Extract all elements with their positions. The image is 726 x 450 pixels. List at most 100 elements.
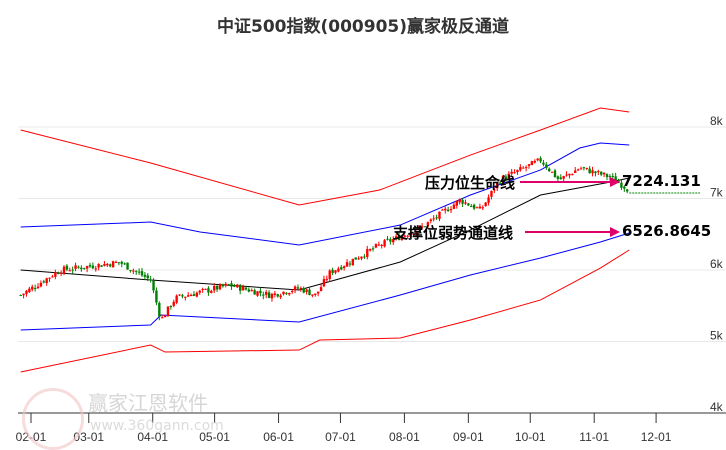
candle-body xyxy=(233,285,236,287)
candle-body xyxy=(45,278,48,284)
candle-body xyxy=(435,217,438,219)
candle-body xyxy=(556,176,560,179)
candle-body xyxy=(475,207,479,209)
y-tick-label: 6k xyxy=(710,257,724,271)
candle-body xyxy=(135,270,138,272)
candle-body xyxy=(325,278,329,280)
candle-body xyxy=(467,203,470,206)
candle-body xyxy=(290,290,294,293)
x-tick-label: 03-01 xyxy=(73,430,104,444)
candle-body xyxy=(340,267,343,270)
candle-body xyxy=(163,315,167,318)
candle-body xyxy=(65,265,69,270)
candle-body xyxy=(267,292,271,298)
candle-body xyxy=(351,258,355,266)
candle-body xyxy=(571,174,574,176)
candle-body xyxy=(288,292,291,295)
candle-body xyxy=(392,239,395,243)
candle-body xyxy=(446,209,450,212)
candle-body xyxy=(224,283,227,286)
candle-body xyxy=(39,282,43,287)
x-tick-label: 07-01 xyxy=(325,430,356,444)
candle-body xyxy=(363,256,366,258)
candle-body xyxy=(238,285,242,291)
candle-body xyxy=(620,182,623,188)
candle-body xyxy=(548,168,551,172)
candle-body xyxy=(316,291,320,294)
candle-body xyxy=(426,222,430,227)
candle-body xyxy=(48,277,51,279)
candle-body xyxy=(626,189,629,192)
band-upper-blue xyxy=(20,142,630,246)
candle-body xyxy=(487,197,490,203)
candle-body xyxy=(597,171,600,173)
candle-body xyxy=(490,190,493,197)
candle-body xyxy=(444,208,447,211)
x-tick-label: 04-01 xyxy=(137,430,168,444)
candle-body xyxy=(542,162,545,165)
candle-body xyxy=(161,317,164,319)
candle-body xyxy=(565,174,568,176)
candle-body xyxy=(334,270,337,273)
candle-body xyxy=(602,172,606,175)
candle-body xyxy=(111,261,115,268)
candle-body xyxy=(273,293,277,295)
candle-body xyxy=(472,204,476,209)
candle-body xyxy=(576,169,580,171)
x-tick-label: 10-01 xyxy=(515,430,546,444)
candle-body xyxy=(574,170,577,173)
candle-body xyxy=(198,290,201,293)
candle-body xyxy=(501,175,505,183)
candle-body xyxy=(169,306,173,308)
candle-body xyxy=(591,170,594,174)
support-value: 6526.8645 xyxy=(622,222,712,240)
candle-body xyxy=(536,158,539,161)
candle-body xyxy=(91,265,95,269)
candle-body xyxy=(345,262,349,267)
candle-body xyxy=(484,202,487,207)
candle-body xyxy=(588,168,591,174)
resistance-arrow-head xyxy=(610,177,620,187)
candle-body xyxy=(400,236,404,241)
candle-body xyxy=(394,236,398,239)
candle-body xyxy=(126,262,129,270)
candle-body xyxy=(140,271,144,276)
candle-body xyxy=(68,270,71,272)
candle-body xyxy=(481,207,484,209)
resistance-value: 7224.131 xyxy=(622,172,701,190)
candle-body xyxy=(380,244,383,246)
candle-body xyxy=(409,233,412,237)
candle-body xyxy=(533,160,536,163)
candle-body xyxy=(109,264,112,267)
candle-body xyxy=(57,273,60,275)
candle-body xyxy=(420,226,424,228)
candle-body xyxy=(227,284,230,286)
candle-body xyxy=(342,266,346,269)
y-tick-label: 4k xyxy=(710,400,724,414)
candle-body xyxy=(550,171,554,173)
candle-body xyxy=(80,267,83,270)
candle-body xyxy=(368,249,372,251)
candle-body xyxy=(299,287,303,289)
x-tick-label: 06-01 xyxy=(263,430,294,444)
candle-body xyxy=(530,161,534,166)
candle-body xyxy=(522,167,525,169)
candle-body xyxy=(507,173,510,179)
candle-body xyxy=(85,266,89,269)
candle-body xyxy=(42,281,45,283)
candle-body xyxy=(478,206,482,209)
x-tick-label: 12-01 xyxy=(641,430,672,444)
candle-body xyxy=(175,295,178,303)
candle-body xyxy=(120,261,123,264)
candle-body xyxy=(458,199,461,203)
candle-body xyxy=(230,283,233,287)
candle-body xyxy=(83,267,86,269)
candle-body xyxy=(262,294,265,296)
candle-body xyxy=(192,294,196,296)
candle-body xyxy=(19,295,22,297)
candle-body xyxy=(36,286,40,289)
candle-body xyxy=(117,262,121,264)
candle-body xyxy=(97,264,100,268)
candle-body xyxy=(302,288,305,293)
